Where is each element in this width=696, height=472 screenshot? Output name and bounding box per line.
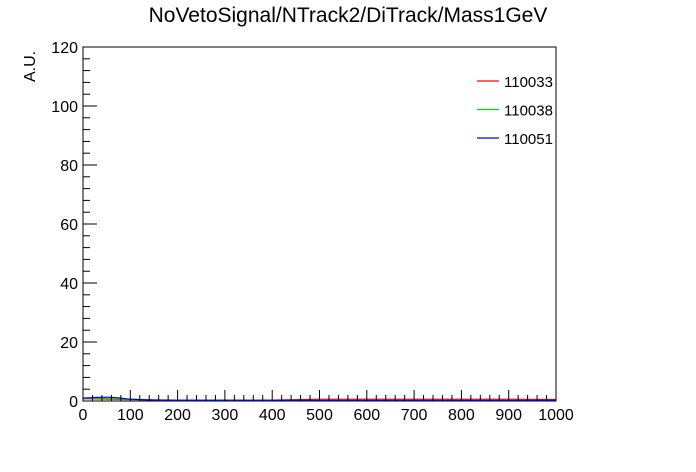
y-tick-label: 60: [60, 217, 78, 234]
y-tick-label: 100: [51, 99, 78, 116]
legend-entry-label: 110033: [504, 74, 553, 91]
plot-frame: [82, 46, 557, 402]
y-tick-label: 80: [60, 158, 78, 175]
y-axis-label: A.U.: [22, 51, 39, 82]
x-tick-label: 400: [259, 407, 286, 424]
x-tick-label: 500: [306, 407, 333, 424]
x-tick-label: 800: [448, 407, 475, 424]
x-tick-label: 0: [79, 407, 88, 424]
x-tick-label: 1000: [538, 407, 574, 424]
x-tick-label: 700: [401, 407, 428, 424]
x-tick-label: 600: [353, 407, 380, 424]
x-tick-label: 900: [495, 407, 522, 424]
chart-title: NoVetoSignal/NTrack2/DiTrack/Mass1GeV: [148, 4, 548, 27]
y-tick-label: 20: [60, 335, 78, 352]
y-tick-label: 0: [69, 394, 78, 411]
x-tick-label: 200: [164, 407, 191, 424]
x-tick-label: 100: [117, 407, 144, 424]
legend-entry-label: 110051: [504, 131, 553, 148]
legend-entry-label: 110038: [504, 103, 553, 120]
x-tick-label: 300: [212, 407, 239, 424]
y-tick-label: 120: [51, 40, 78, 57]
y-tick-label: 40: [60, 276, 78, 293]
